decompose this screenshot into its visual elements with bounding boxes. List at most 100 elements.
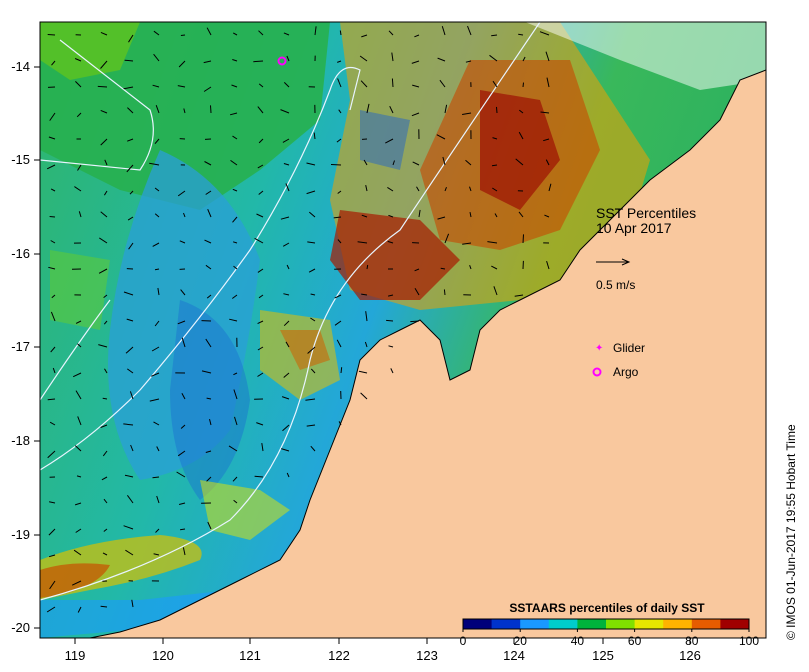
current-vector <box>337 190 342 194</box>
current-vector <box>336 138 342 143</box>
current-vector <box>131 599 134 608</box>
current-vector <box>280 216 290 220</box>
colorbar-cell <box>491 619 521 629</box>
marker-legend: ✦ Glider Argo <box>592 341 645 379</box>
current-vector <box>49 421 56 426</box>
current-vector <box>130 444 134 452</box>
current-vector <box>210 105 212 114</box>
current-vector <box>306 162 316 166</box>
current-vector <box>314 26 317 36</box>
current-vector <box>233 372 238 376</box>
current-vector <box>518 211 524 218</box>
current-vector <box>154 138 160 145</box>
colorbar-frame <box>462 618 750 630</box>
current-vector <box>152 476 160 479</box>
current-vector <box>152 242 160 247</box>
bathymetry-contours <box>40 22 541 601</box>
current-vector <box>75 528 82 533</box>
current-vector <box>283 32 290 36</box>
argo-marker-icon <box>592 367 602 377</box>
colorbar-tick-label: 0 <box>460 634 467 648</box>
current-vector <box>310 368 316 374</box>
current-vector <box>254 475 264 478</box>
current-vector <box>388 345 394 348</box>
current-vector <box>257 268 264 273</box>
current-vector <box>102 450 108 457</box>
current-vector <box>50 240 56 244</box>
current-vector <box>177 450 186 457</box>
current-vector <box>154 187 160 192</box>
current-vector <box>77 606 82 613</box>
current-vector <box>545 51 550 62</box>
current-vector <box>437 57 446 62</box>
current-vector <box>99 237 108 244</box>
current-vector <box>361 293 368 296</box>
current-vector <box>391 52 394 62</box>
current-vector <box>366 264 369 270</box>
current-vector <box>494 213 498 218</box>
current-vector <box>51 294 56 299</box>
current-vector <box>496 106 498 114</box>
current-vector <box>522 234 524 244</box>
current-vector <box>334 320 342 326</box>
current-vector <box>539 31 550 36</box>
current-vector <box>123 291 134 296</box>
current-vector <box>151 372 160 377</box>
current-vector <box>388 30 394 36</box>
colorbar-cell <box>463 619 493 629</box>
current-vectors <box>46 25 552 613</box>
current-vector <box>152 84 160 88</box>
current-vector <box>100 211 108 218</box>
current-vector <box>153 30 160 36</box>
current-vector <box>124 474 134 478</box>
current-vector <box>50 188 56 192</box>
current-vector <box>49 580 56 590</box>
current-vector <box>543 138 550 142</box>
current-vector <box>76 112 82 118</box>
current-vector <box>103 294 108 298</box>
current-vector <box>47 450 56 459</box>
current-vector <box>544 214 550 218</box>
current-vector <box>156 495 160 504</box>
current-vector <box>229 112 238 116</box>
current-vector <box>125 346 134 354</box>
argo-float-marker[interactable] <box>277 56 287 66</box>
current-vector <box>337 60 342 63</box>
current-vector <box>465 60 472 63</box>
current-vector <box>201 370 212 374</box>
glider-marker-icon: ✦ <box>595 343 603 354</box>
current-vector <box>334 294 342 299</box>
current-vector <box>51 60 56 66</box>
x-tick-label: 124 <box>503 648 525 663</box>
current-vector <box>388 214 394 218</box>
current-vector <box>308 268 316 273</box>
current-vector <box>366 103 370 114</box>
current-vector <box>261 443 264 452</box>
current-vector <box>209 418 212 426</box>
x-tick-label: 120 <box>152 648 174 663</box>
current-vector <box>181 337 186 348</box>
current-vector <box>258 294 264 299</box>
current-vector <box>126 164 134 173</box>
current-vector <box>414 268 420 272</box>
current-vector <box>76 475 82 478</box>
current-vector <box>206 476 212 482</box>
current-vector <box>285 341 290 348</box>
current-vector <box>282 138 290 143</box>
current-vector <box>100 31 108 36</box>
current-vector <box>518 33 524 36</box>
current-vector <box>493 286 498 296</box>
current-vector <box>153 421 160 426</box>
current-vector <box>100 109 108 114</box>
current-vector <box>465 159 472 166</box>
current-vector <box>442 156 446 166</box>
current-vector <box>49 216 56 218</box>
current-vector <box>411 60 420 64</box>
current-vector <box>467 25 472 36</box>
current-vector <box>157 287 160 296</box>
colorbar-cell <box>577 619 607 629</box>
current-vector <box>183 212 186 218</box>
current-vector <box>100 60 108 69</box>
current-vector <box>203 86 212 92</box>
current-vector <box>180 424 186 429</box>
